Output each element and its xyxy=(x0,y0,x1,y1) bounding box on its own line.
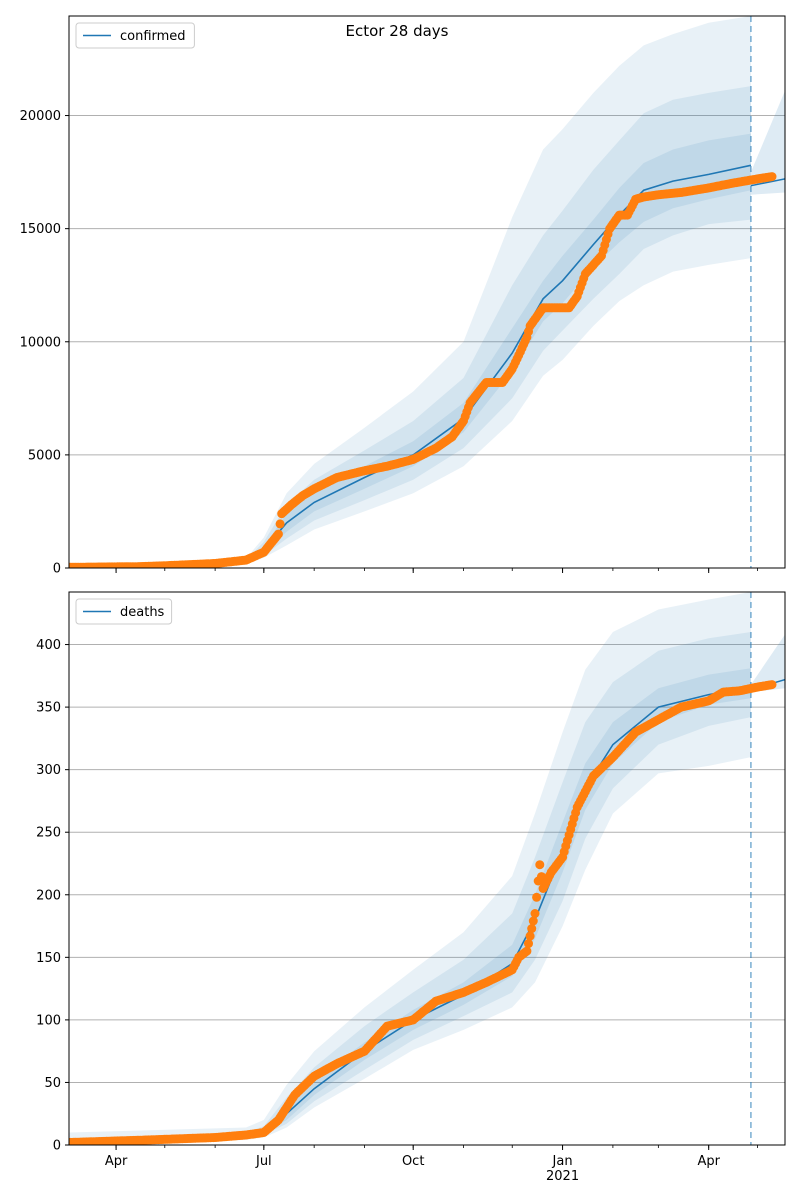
deaths-panel: 0 50 100 150 200 250 300 350 400 Apr Jul Oct Jan2021… xyxy=(36,591,786,1184)
deaths-observed-point xyxy=(525,931,535,941)
deaths-interval-band xyxy=(69,668,751,1144)
deaths-y-tick-label: 400 xyxy=(36,638,61,653)
deaths-y-tick-label: 200 xyxy=(36,888,61,903)
confirmed-y-tick-label: 5000 xyxy=(28,448,61,463)
confirmed-axes-frame xyxy=(68,15,786,569)
confirmed-legend-box xyxy=(75,22,195,49)
deaths-legend: deaths xyxy=(75,598,173,625)
deaths-y-tick-label: 0 xyxy=(53,1139,61,1154)
deaths-x-tick-label: Apr xyxy=(697,1154,720,1169)
deaths-x-tick-label: Oct xyxy=(402,1154,424,1169)
deaths-observed-point xyxy=(535,860,545,870)
deaths-observed-points xyxy=(69,680,777,1145)
deaths-observed-point xyxy=(522,946,532,956)
deaths-y-tick-label: 100 xyxy=(36,1013,61,1028)
deaths-legend-label: deaths xyxy=(120,605,165,620)
confirmed-y-tick-label: 0 xyxy=(53,562,61,577)
deaths-observed-point xyxy=(530,909,540,918)
deaths-legend-box xyxy=(75,598,173,625)
confirmed-next-forecast-band xyxy=(750,90,785,195)
deaths-observed-point xyxy=(527,924,537,934)
deaths-y-tick-label: 300 xyxy=(36,763,61,778)
confirmed-y-tick-label: 10000 xyxy=(20,335,61,350)
deaths-y-tick-label: 50 xyxy=(44,1076,61,1091)
confirmed-observed-point xyxy=(273,529,283,539)
deaths-next-forecast-band xyxy=(750,634,785,693)
deaths-x-tick-label: Jul xyxy=(255,1154,272,1169)
deaths-y-tick-label: 350 xyxy=(36,701,61,716)
confirmed-y-tick-label: 15000 xyxy=(20,222,61,237)
deaths-x-tick-label: Apr xyxy=(105,1154,128,1169)
confirmed-legend-label: confirmed xyxy=(120,29,186,44)
deaths-y-tick-label: 250 xyxy=(36,826,61,841)
confirmed-observed-point xyxy=(767,172,777,182)
deaths-y-tick-label: 150 xyxy=(36,951,61,966)
confirmed-interval-band xyxy=(69,16,751,568)
confirmed-observed-points xyxy=(69,172,777,568)
confirmed-interval-band xyxy=(69,86,751,568)
deaths-interval-band xyxy=(69,632,751,1144)
deaths-axes-frame xyxy=(68,591,786,1146)
deaths-observed-point xyxy=(767,680,777,690)
confirmed-interval-band xyxy=(69,133,751,568)
confirmed-next-forecast-line xyxy=(750,178,785,187)
deaths-x-tick-label: Jan xyxy=(552,1154,573,1169)
deaths-observed-point xyxy=(524,939,533,949)
figure-title: Ector 28 days xyxy=(346,22,449,40)
confirmed-observed-point xyxy=(275,519,285,529)
confirmed-legend: confirmed xyxy=(75,22,195,49)
confirmed-y-tick-label: 20000 xyxy=(20,109,61,124)
deaths-x-tick-label: 2021 xyxy=(546,1169,579,1184)
confirmed-panel: 0 5000 10000 15000 20000 confirmed xyxy=(20,15,786,577)
deaths-observed-point xyxy=(528,916,538,926)
deaths-interval-band xyxy=(69,592,751,1145)
deaths-observed-point xyxy=(532,892,542,902)
